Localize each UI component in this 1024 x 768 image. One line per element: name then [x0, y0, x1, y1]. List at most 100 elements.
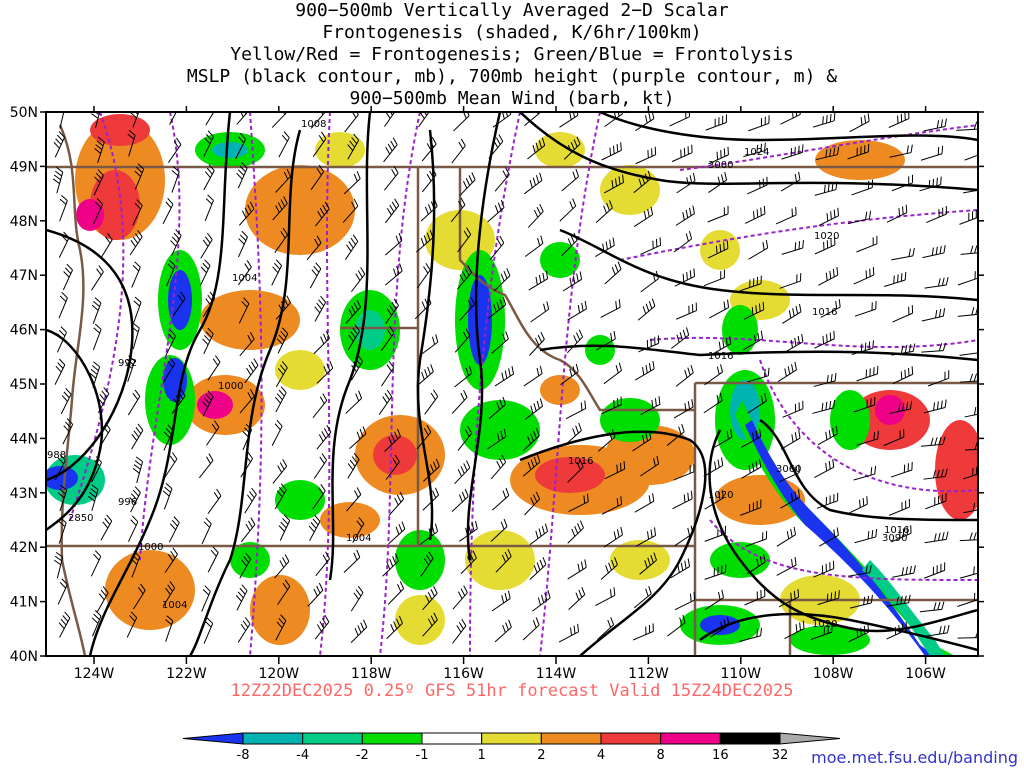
lon-tick-label: 108W [813, 666, 854, 682]
wind-barb [58, 231, 70, 258]
wind-barb [851, 179, 874, 196]
wind-barb [712, 429, 733, 449]
wind-barb [601, 142, 622, 161]
wind-barb [129, 486, 141, 513]
wind-barb [134, 163, 145, 190]
wind-barb [59, 194, 68, 222]
wind-barb [919, 601, 945, 613]
wind-barb [275, 614, 287, 641]
wind-barb [59, 112, 65, 129]
wind-barb [964, 441, 978, 451]
wind-barb [781, 144, 804, 160]
wind-barb [849, 594, 873, 609]
wind-barb [274, 483, 287, 510]
wind-barb [639, 552, 657, 575]
wind-barb [891, 247, 915, 261]
wind-barb [810, 624, 833, 640]
wind-barb [131, 423, 144, 450]
wind-barb [380, 325, 395, 352]
wind-barb [561, 168, 580, 192]
lat-tick-label: 49N [10, 159, 38, 175]
wind-barb [708, 299, 730, 319]
wind-barb [203, 130, 214, 157]
wind-barb [886, 621, 908, 640]
wind-barb [100, 233, 113, 259]
wind-barb [853, 397, 876, 413]
wind-barb [890, 525, 912, 543]
wind-barb [962, 466, 978, 480]
wind-barb [130, 551, 141, 578]
wind-barb [490, 454, 507, 480]
wind-barb [416, 364, 434, 387]
wind-barb [313, 330, 330, 355]
lon-tick-label: 122W [166, 666, 207, 682]
wind-barb [600, 299, 621, 318]
wind-barb [345, 390, 363, 414]
wind-barb [420, 551, 434, 577]
wind-barb [704, 364, 724, 386]
wind-barb [203, 617, 214, 644]
wind-barb [491, 590, 511, 612]
credit-link[interactable]: moe.met.fsu.edu/banding [811, 748, 1018, 767]
wind-barb [172, 291, 186, 317]
wind-barb [856, 365, 879, 382]
wind-barb [919, 176, 942, 192]
wind-barb [166, 259, 176, 287]
wind-barb [818, 207, 840, 226]
wind-barb [925, 493, 947, 510]
wind-barb [595, 237, 615, 257]
wind-barb [488, 134, 504, 159]
wind-barb [673, 231, 693, 253]
colorbar-arrow-left [182, 732, 244, 745]
wind-barb [94, 136, 105, 164]
wind-barb [959, 532, 978, 542]
wind-barb [457, 426, 473, 451]
colorbar-arrow-right [779, 732, 841, 745]
wind-barb [351, 267, 366, 292]
wind-barb [126, 611, 138, 638]
wind-barb [635, 146, 657, 165]
mslp-label: 1016 [708, 351, 733, 362]
wind-barb [888, 499, 910, 516]
wind-barb [169, 112, 177, 125]
wind-barb [207, 546, 219, 573]
wind-barb [703, 392, 723, 414]
wind-barb [204, 194, 214, 221]
wind-barb [420, 198, 438, 222]
wind-barb [162, 197, 174, 225]
wind-barb [352, 517, 365, 543]
wind-barb [782, 400, 804, 418]
wind-barb [378, 389, 393, 416]
wind-barb [703, 457, 724, 477]
wind-barb [888, 112, 910, 128]
wind-barb [667, 614, 686, 637]
wind-barb [524, 172, 543, 195]
wind-barb [708, 172, 728, 193]
wind-barb [529, 331, 545, 356]
lon-tick-label: 116W [443, 666, 484, 682]
wind-barb [522, 428, 540, 452]
wind-barb [132, 456, 144, 483]
wind-barb [741, 428, 762, 448]
mslp-label: 1020 [814, 231, 839, 242]
wind-barb [56, 326, 67, 353]
wind-barb [927, 370, 950, 387]
wind-barb [242, 423, 253, 451]
wind-barb [343, 549, 361, 573]
wind-barb [168, 516, 180, 543]
lon-tick-label: 112W [628, 666, 669, 682]
wind-barb [923, 399, 947, 414]
wind-barb [847, 564, 872, 577]
wind-barb [776, 557, 797, 576]
wind-barb [310, 112, 326, 129]
colorbar-segment [361, 732, 423, 745]
height-label: 2850 [68, 513, 93, 524]
wind-barb [457, 227, 472, 253]
colorbar-segment [600, 732, 662, 745]
colorbar-segment [302, 732, 363, 745]
wind-barb [271, 259, 283, 286]
wind-barb [640, 237, 662, 255]
wind-barb [277, 579, 291, 605]
wind-barb [312, 484, 326, 510]
mslp-label: 988 [47, 450, 66, 461]
